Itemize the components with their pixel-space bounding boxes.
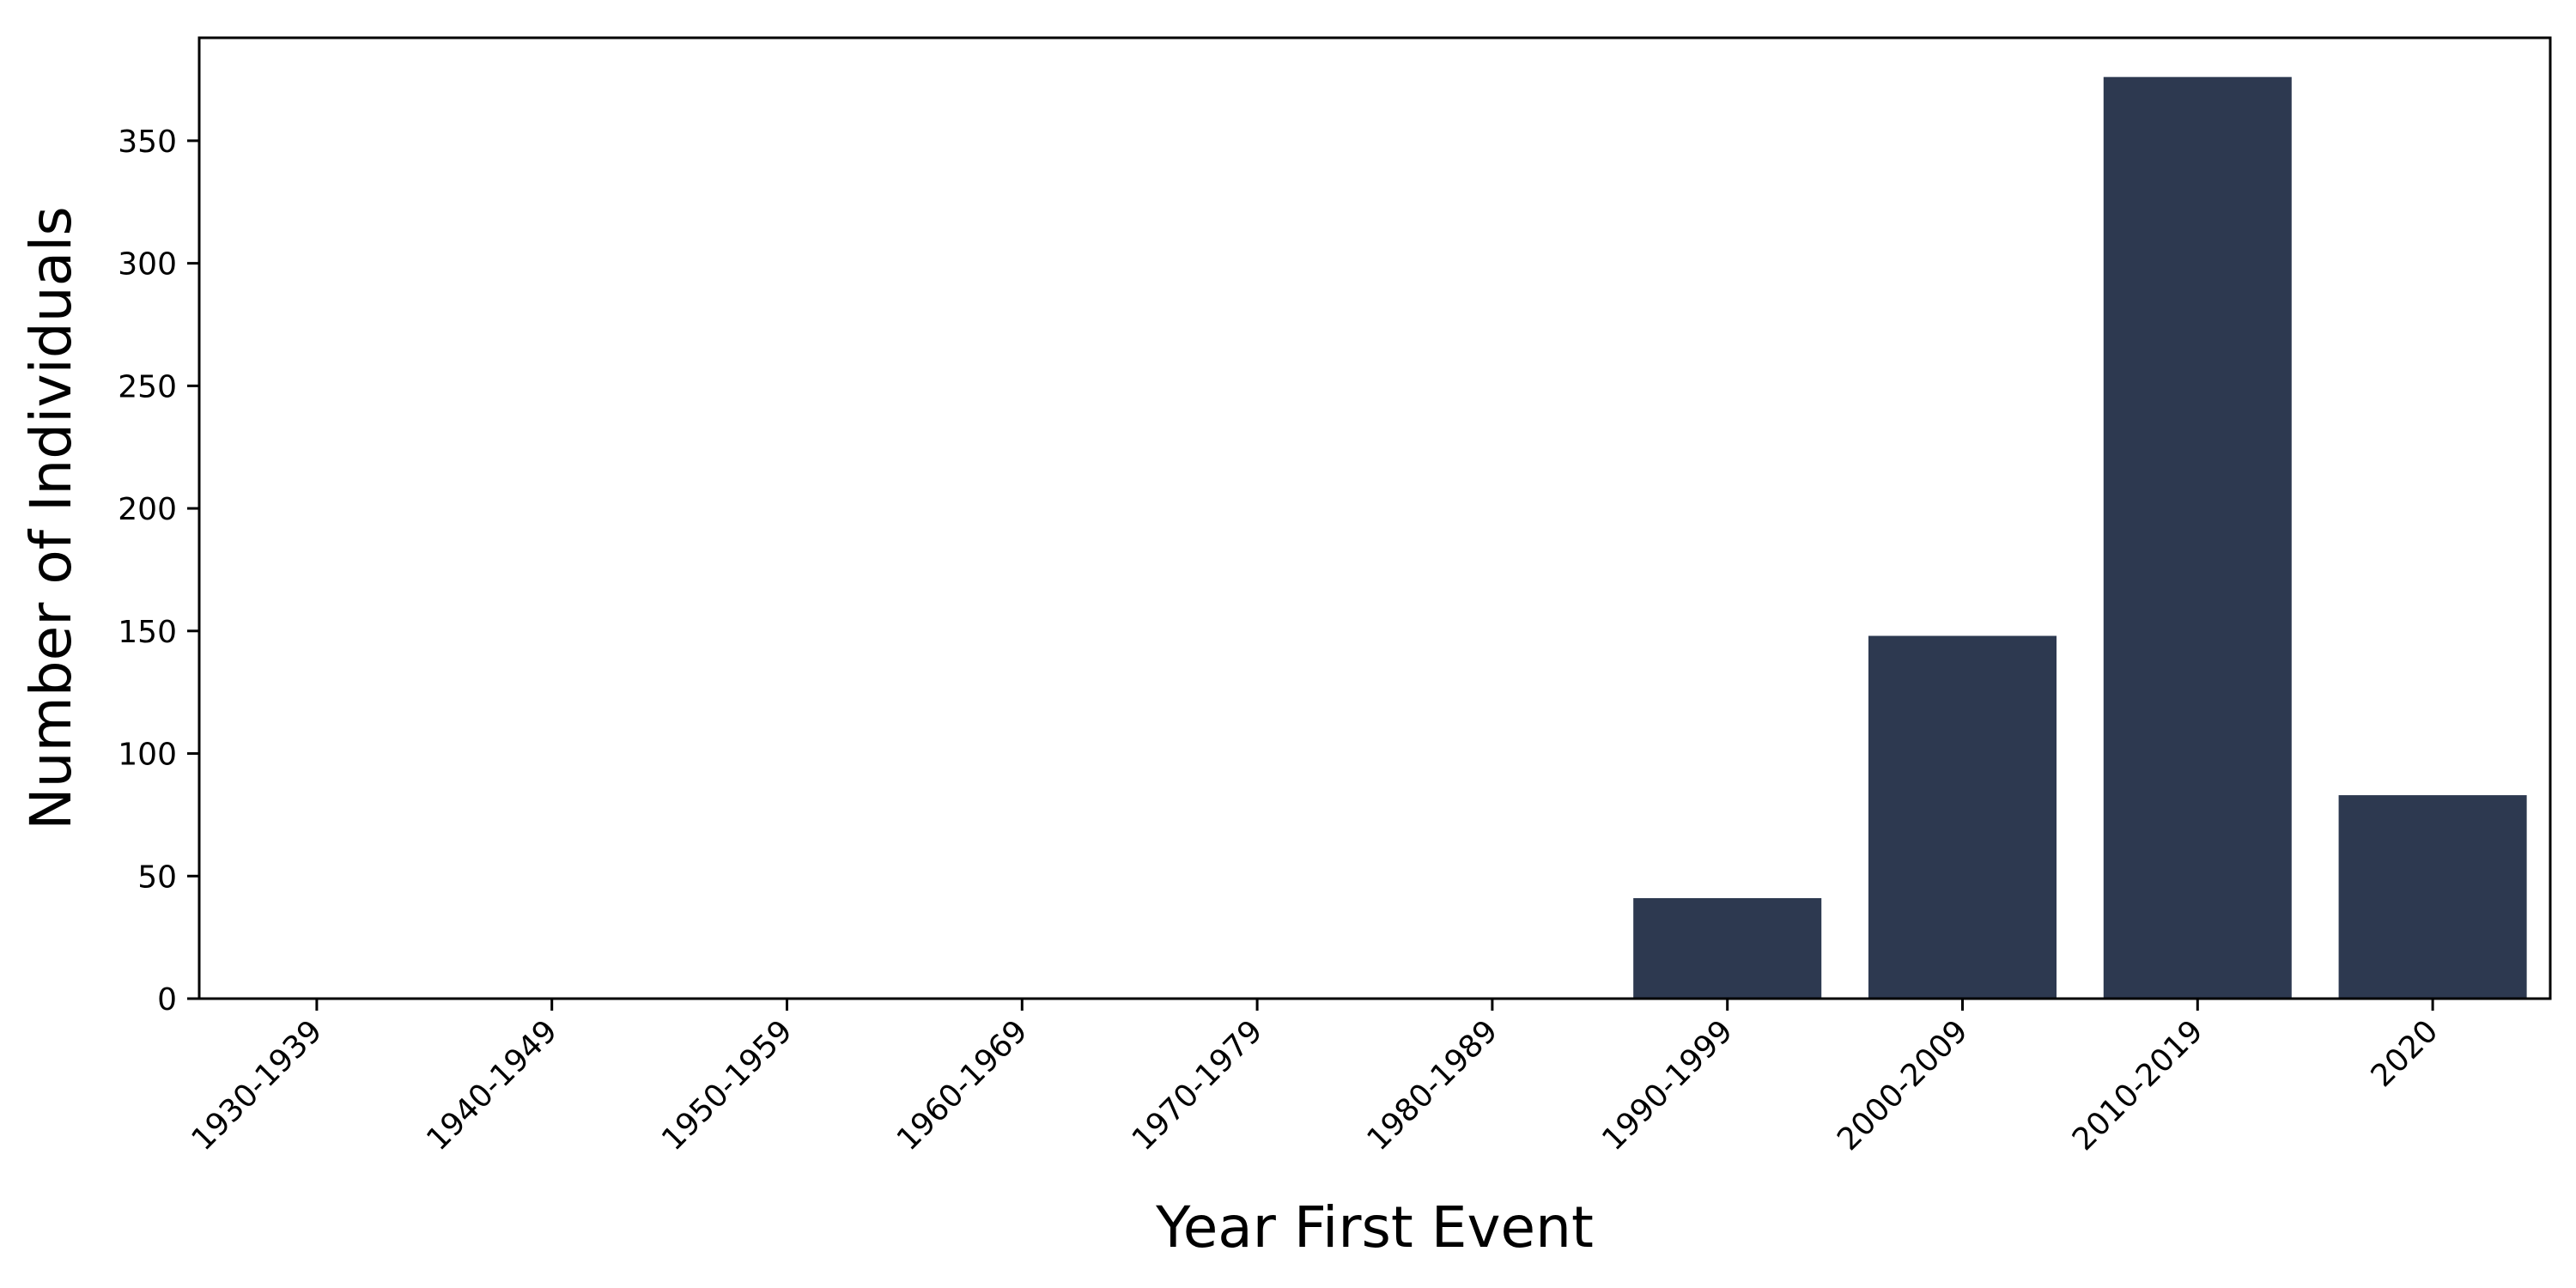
x-tick-label: 1980-1989: [1361, 1013, 1505, 1157]
y-tick-label: 0: [157, 982, 177, 1018]
x-tick-label: 2020: [2365, 1013, 2445, 1094]
bars-layer: [1633, 76, 2527, 999]
bar-1990-1999: [1633, 897, 1822, 999]
y-tick-label: 350: [118, 125, 177, 160]
y-tick-label: 200: [118, 492, 177, 527]
y-tick-label: 150: [118, 615, 177, 650]
x-tick-label: 2010-2019: [2066, 1013, 2210, 1157]
x-tick-label: 1950-1959: [655, 1013, 799, 1157]
y-axis-title: Number of Individuals: [18, 206, 84, 830]
y-tick-label: 300: [118, 247, 177, 283]
y-tick-label: 100: [118, 738, 177, 773]
bar-2000-2009: [1868, 635, 2057, 999]
x-axis-title: Year First Event: [1155, 1194, 1594, 1261]
x-tick-label: 2000-2009: [1831, 1013, 1975, 1157]
bar-2020: [2338, 795, 2527, 999]
bar-2010-2019: [2103, 76, 2292, 999]
plot-frame: [197, 36, 2552, 1000]
x-tick-label: 1940-1949: [420, 1013, 564, 1157]
y-tick-label: 250: [118, 369, 177, 404]
x-tick-label: 1990-1999: [1595, 1013, 1740, 1157]
x-tick-label: 1960-1969: [890, 1013, 1035, 1157]
y-tick-label: 50: [137, 860, 177, 895]
x-tick-label: 1970-1979: [1126, 1013, 1270, 1157]
ticks-layer: 1930-1939 1940-1949 1950-1959 1960-1969 1970…: [118, 125, 2445, 1157]
x-tick-label: 1930-1939: [185, 1013, 330, 1157]
